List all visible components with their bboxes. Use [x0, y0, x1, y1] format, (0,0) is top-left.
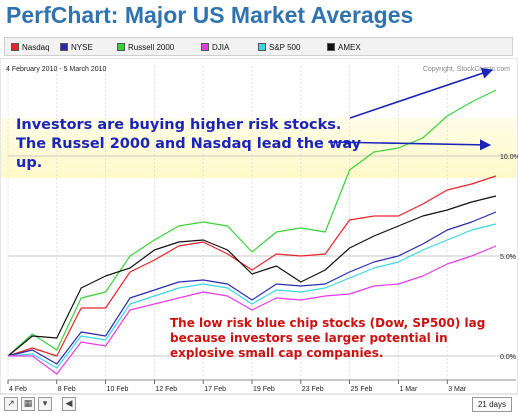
legend-item[interactable]: AMEX [327, 42, 361, 53]
series-line [7, 211, 497, 365]
legend-label: NYSE [71, 43, 93, 52]
chart-toolbar: ↗ ▦ ▾ ◀ 21 days [4, 396, 514, 414]
chevron-down-icon[interactable]: ▾ [38, 397, 52, 411]
x-tick-label: 10 Feb [107, 386, 129, 393]
series-line [7, 223, 497, 369]
legend-label: Russell 2000 [128, 43, 175, 52]
x-tick-label: 19 Feb [253, 386, 275, 393]
legend-swatch [201, 43, 209, 51]
color-toggle-icon[interactable]: ▦ [21, 397, 35, 411]
plot-background [0, 58, 518, 395]
scroll-left-icon[interactable]: ◀ [62, 397, 76, 411]
legend-swatch [117, 43, 125, 51]
x-tick-label: 1 Mar [399, 386, 418, 393]
legend-swatch [60, 43, 68, 51]
perf-chart: 0.0% 5.0% 10.0% 4 Feb 8 Feb 10 Feb 12 Feb 17 Fe… [0, 58, 518, 395]
range-selector[interactable]: 21 days [472, 397, 512, 412]
x-tick-label: 23 Feb [302, 386, 324, 393]
date-range: 4 February 2010 - 5 March 2010 [6, 66, 106, 73]
series-line [7, 175, 497, 357]
legend-label: S&P 500 [269, 43, 301, 52]
y-tick-label: 5.0% [500, 254, 516, 261]
legend: Nasdaq NYSE Russell 2000 DJIA S&P 500 AMEX [4, 37, 513, 56]
legend-item[interactable]: S&P 500 [258, 42, 300, 53]
legend-item[interactable]: DJIA [201, 42, 229, 53]
legend-label: AMEX [338, 43, 361, 52]
chart-title: PerfChart: Major US Market Averages [6, 2, 414, 28]
y-tick-label: 10.0% [500, 154, 518, 161]
copyright: Copyright, StockCharts.com [423, 66, 510, 73]
x-tick-label: 3 Mar [448, 386, 467, 393]
legend-swatch [327, 43, 335, 51]
arrow-to-russell [349, 67, 494, 119]
x-tick-label: 25 Feb [351, 386, 373, 393]
legend-item[interactable]: Nasdaq [11, 42, 50, 53]
series-line [7, 89, 497, 357]
line-chart-icon[interactable]: ↗ [4, 397, 18, 411]
arrow-to-nasdaq [327, 139, 492, 151]
x-tick-label: 17 Feb [204, 386, 226, 393]
y-tick-label: 0.0% [500, 354, 516, 361]
annotation-top: Investors are buying higher risk stocks.… [16, 117, 362, 171]
x-tick-label: 4 Feb [9, 386, 27, 393]
legend-item[interactable]: NYSE [60, 42, 93, 53]
x-tick-label: 8 Feb [58, 386, 76, 393]
legend-swatch [11, 43, 19, 51]
legend-item[interactable]: Russell 2000 [117, 42, 174, 53]
x-tick-label: 12 Feb [155, 386, 177, 393]
series-line [7, 195, 497, 357]
legend-label: Nasdaq [22, 43, 50, 52]
legend-swatch [258, 43, 266, 51]
annotation-bottom: The low risk blue chip stocks (Dow, SP50… [170, 316, 486, 360]
series-line [8, 245, 497, 375]
legend-label: DJIA [212, 43, 230, 52]
highlight-band [1, 118, 516, 178]
